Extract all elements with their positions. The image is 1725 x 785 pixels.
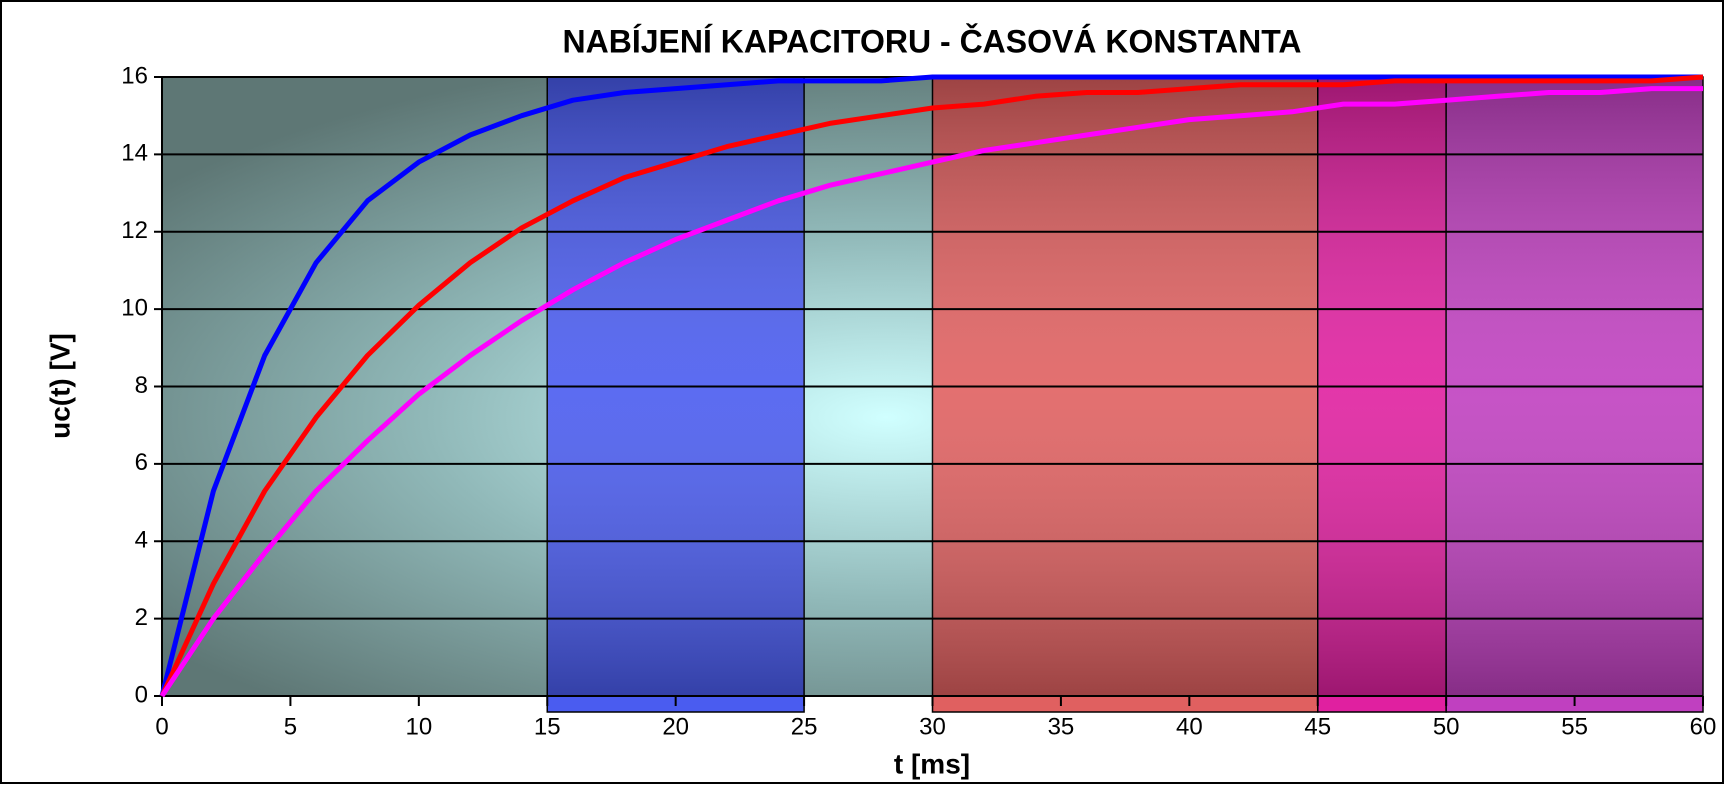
x-tick-label: 40	[1176, 713, 1203, 740]
chart-title: NABÍJENÍ KAPACITORU - ČASOVÁ KONSTANTA	[563, 23, 1302, 59]
y-tick-label: 6	[135, 449, 148, 476]
y-tick-label: 2	[135, 604, 148, 631]
x-tick-label: 10	[405, 713, 432, 740]
x-tick-label: 60	[1690, 713, 1717, 740]
x-tick-label: 35	[1048, 713, 1075, 740]
y-tick-label: 16	[121, 62, 148, 89]
series-line	[159, 74, 1703, 697]
x-axis-label: t [ms]	[894, 748, 970, 779]
y-tick-label: 14	[121, 140, 148, 167]
y-axis-label: uc(t) [V]	[44, 333, 75, 439]
series-line	[159, 86, 1703, 698]
x-tick-label: 0	[155, 713, 168, 740]
series-line	[159, 74, 1704, 698]
y-tick-label: 0	[135, 681, 148, 708]
x-tick-label: 15	[534, 713, 561, 740]
x-tick-label: 45	[1304, 713, 1331, 740]
x-tick-label: 30	[919, 713, 946, 740]
x-tick-label: 5	[284, 713, 297, 740]
x-tick-label: 55	[1561, 713, 1588, 740]
x-tick-label: 25	[791, 713, 818, 740]
y-tick-label: 4	[135, 527, 148, 554]
x-tick-label: 20	[662, 713, 689, 740]
x-tick-label: 50	[1433, 713, 1460, 740]
y-tick-label: 10	[121, 294, 148, 321]
y-tick-label: 8	[135, 372, 148, 399]
y-tick-label: 12	[121, 217, 148, 244]
